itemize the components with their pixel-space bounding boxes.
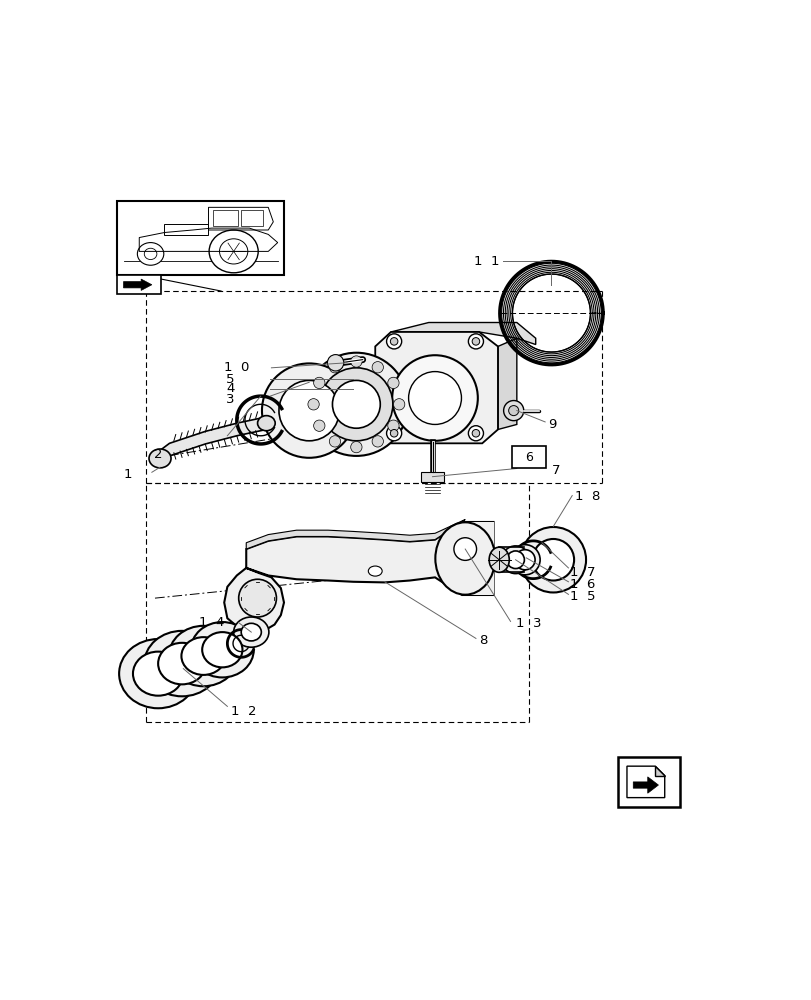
Polygon shape — [633, 777, 658, 793]
Circle shape — [408, 372, 461, 424]
Ellipse shape — [520, 527, 586, 592]
Ellipse shape — [509, 545, 539, 575]
Text: 1  3: 1 3 — [515, 617, 540, 630]
Ellipse shape — [191, 622, 254, 677]
Text: 1: 1 — [123, 468, 132, 481]
Polygon shape — [375, 332, 497, 443]
Circle shape — [327, 355, 343, 371]
Circle shape — [386, 426, 401, 441]
Bar — [421, 472, 444, 482]
Bar — [617, 757, 680, 807]
Circle shape — [390, 429, 397, 437]
Circle shape — [307, 399, 319, 410]
Polygon shape — [157, 417, 266, 464]
Ellipse shape — [149, 449, 171, 468]
Ellipse shape — [304, 353, 407, 456]
Ellipse shape — [202, 632, 242, 667]
Polygon shape — [224, 522, 493, 632]
Text: 1  4: 1 4 — [199, 616, 224, 629]
Circle shape — [371, 436, 383, 447]
Circle shape — [453, 538, 476, 560]
Circle shape — [468, 334, 483, 349]
Circle shape — [386, 334, 401, 349]
Polygon shape — [497, 338, 517, 429]
Circle shape — [392, 355, 477, 441]
Ellipse shape — [234, 617, 268, 647]
Polygon shape — [246, 519, 465, 549]
Ellipse shape — [137, 243, 164, 265]
Ellipse shape — [532, 539, 573, 581]
Text: 1  0: 1 0 — [224, 361, 249, 374]
Polygon shape — [626, 766, 664, 798]
Text: 6: 6 — [524, 451, 532, 464]
Circle shape — [350, 356, 362, 367]
Circle shape — [350, 441, 362, 453]
Ellipse shape — [514, 550, 534, 570]
Circle shape — [329, 362, 341, 373]
Text: 1  7: 1 7 — [569, 566, 595, 579]
Ellipse shape — [435, 522, 495, 595]
Text: 3: 3 — [225, 393, 234, 406]
Text: 9: 9 — [547, 418, 556, 431]
Text: 1  1: 1 1 — [473, 255, 499, 268]
Text: 1  8: 1 8 — [574, 490, 599, 503]
Polygon shape — [123, 279, 152, 290]
Text: 2: 2 — [153, 448, 162, 461]
Circle shape — [371, 362, 383, 373]
Ellipse shape — [241, 623, 261, 641]
Circle shape — [313, 377, 324, 389]
Circle shape — [393, 399, 405, 410]
Circle shape — [471, 429, 479, 437]
Text: 8: 8 — [478, 634, 487, 647]
Bar — [212, 210, 238, 226]
Bar — [117, 275, 161, 294]
Circle shape — [508, 406, 518, 416]
Polygon shape — [461, 522, 493, 595]
Ellipse shape — [506, 551, 524, 569]
Ellipse shape — [332, 380, 380, 428]
Circle shape — [313, 420, 324, 431]
Ellipse shape — [320, 368, 393, 441]
Text: 4: 4 — [225, 382, 234, 395]
Ellipse shape — [279, 380, 339, 441]
Text: 5: 5 — [225, 373, 234, 386]
Ellipse shape — [209, 230, 258, 273]
Ellipse shape — [119, 639, 197, 708]
Ellipse shape — [257, 416, 275, 431]
Circle shape — [390, 338, 397, 345]
Polygon shape — [391, 323, 535, 345]
Text: 1  6: 1 6 — [569, 578, 595, 591]
Circle shape — [388, 377, 398, 389]
Circle shape — [329, 436, 341, 447]
Ellipse shape — [158, 643, 206, 684]
FancyBboxPatch shape — [511, 446, 545, 468]
Text: 7: 7 — [551, 464, 560, 477]
Ellipse shape — [181, 637, 225, 675]
Text: 1  2: 1 2 — [230, 705, 255, 718]
Ellipse shape — [501, 546, 529, 574]
Bar — [241, 210, 263, 226]
Text: 1  5: 1 5 — [569, 590, 595, 603]
Ellipse shape — [169, 626, 238, 686]
Ellipse shape — [238, 579, 276, 617]
Circle shape — [468, 426, 483, 441]
Ellipse shape — [262, 363, 356, 458]
Bar — [117, 201, 284, 275]
Ellipse shape — [144, 631, 220, 696]
Ellipse shape — [133, 652, 183, 696]
Polygon shape — [654, 766, 664, 776]
Ellipse shape — [368, 566, 382, 576]
Circle shape — [388, 420, 398, 431]
Circle shape — [503, 401, 523, 421]
Ellipse shape — [488, 547, 508, 572]
Circle shape — [471, 338, 479, 345]
